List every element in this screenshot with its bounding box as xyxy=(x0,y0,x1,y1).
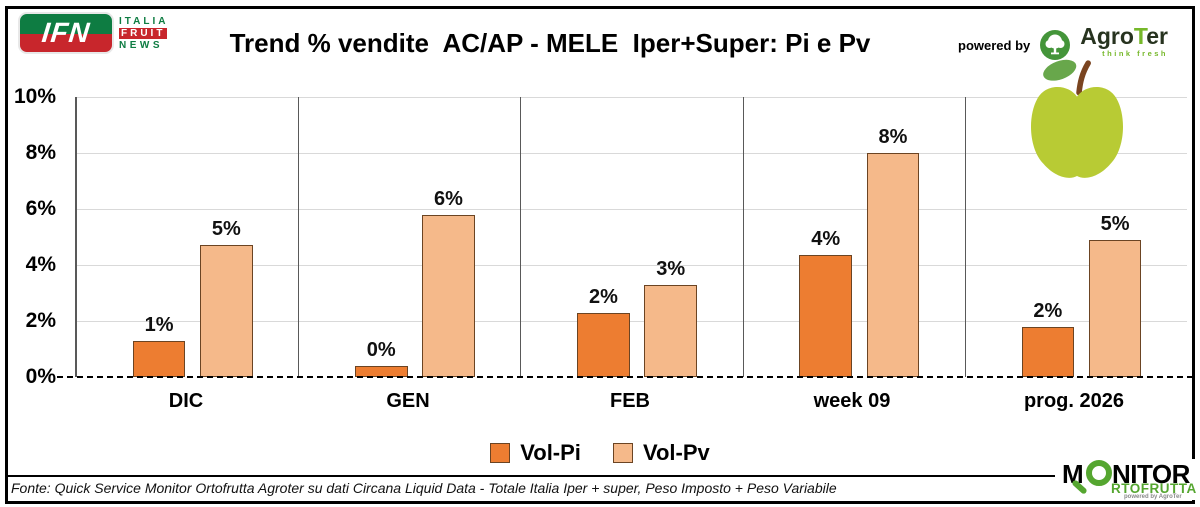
bar-value-label: 5% xyxy=(211,218,241,241)
chart-panel-feb: 2% 3% xyxy=(521,97,744,377)
category-panels: 1% 5% 0% 6% 2% 3% 4% 8% 2% 5% xyxy=(77,97,1187,377)
y-tick-label: 6% xyxy=(25,197,56,220)
bar-vol-pv-3: 8% xyxy=(866,126,920,377)
gridline xyxy=(77,153,1187,154)
chart-legend: Vol-Pi Vol-Pv xyxy=(0,440,1200,466)
monitor-ortofrutta-logo: M NITOR RTOFRUTTA powered by AgroTer xyxy=(1062,459,1196,500)
ifn-fruit-label: FRUIT xyxy=(119,27,168,39)
bar-value-label: 5% xyxy=(1100,212,1130,235)
apple-body xyxy=(1030,87,1124,178)
gridline xyxy=(77,321,1187,322)
bar-vol-pv-2: 3% xyxy=(644,258,698,377)
bar-vol-pi-2: 2% xyxy=(577,286,630,377)
bar-value-label: 1% xyxy=(144,313,174,336)
ifn-italia-label: ITALIA xyxy=(119,15,169,27)
bar-vol-pv-4: 5% xyxy=(1088,213,1142,377)
chart-title: Trend % vendite AC/AP - MELE Iper+Super:… xyxy=(229,28,871,58)
agroter-name: AgroTer xyxy=(1080,23,1169,49)
y-tick-label: 10% xyxy=(13,85,56,108)
legend-swatch xyxy=(490,443,511,463)
chart-panel-dic: 1% 5% xyxy=(77,97,300,377)
legend-item-vol-pi: Vol-Pi xyxy=(490,440,581,466)
agroter-wordmark: AgroTer think fresh xyxy=(1080,23,1169,64)
gridline xyxy=(77,97,1187,98)
legend-label: Vol-Pi xyxy=(520,440,581,465)
agroter-name-part2: T xyxy=(1133,23,1147,49)
ifn-wordmark: ITALIA FRUIT NEWS xyxy=(119,16,168,51)
powered-by-block: powered by AgroTer think fresh xyxy=(958,23,1169,64)
x-axis-label: week 09 xyxy=(813,390,891,412)
ifn-logo: IFN ITALIA FRUIT NEWS xyxy=(18,12,168,54)
bar-value-label: 0% xyxy=(366,338,396,361)
x-axis-label: prog. 2026 xyxy=(1023,390,1125,412)
y-tick-label: 0% xyxy=(25,365,56,388)
agroter-tree-icon xyxy=(1040,30,1071,60)
zero-baseline xyxy=(57,376,1193,378)
bar-vol-pi-0: 1% xyxy=(132,314,186,377)
apple-stem xyxy=(1076,60,1091,96)
bar-vol-pi-3: 4% xyxy=(799,228,852,377)
bar-value-label: 4% xyxy=(811,228,841,251)
x-axis-label: GEN xyxy=(386,390,430,412)
bar-vol-pv-0: 5% xyxy=(199,218,253,377)
x-axis-labels: DIC GEN FEB week 09 prog. 2026 xyxy=(75,390,1185,413)
chart-panel-week-09: 4% 8% xyxy=(744,97,966,377)
bar-value-label: 2% xyxy=(589,285,618,308)
gridline xyxy=(77,209,1187,210)
bar-value-label: 6% xyxy=(434,187,463,210)
bar-value-label: 3% xyxy=(656,257,686,280)
agroter-name-part1: Agro xyxy=(1080,23,1134,49)
slide-border xyxy=(5,6,1195,504)
gridline xyxy=(77,265,1187,266)
bar-value-label: 2% xyxy=(1033,299,1063,322)
agroter-tagline: think fresh xyxy=(1102,49,1169,58)
magnifier-lens-icon xyxy=(1086,460,1112,486)
chart-panel-gen: 0% 6% xyxy=(299,97,522,377)
ifn-acronym: IFN xyxy=(40,17,92,48)
monitor-text-nitor: NITOR xyxy=(1112,459,1190,489)
y-tick-label: 2% xyxy=(25,309,56,332)
y-axis: 0% 2% 4% 6% 8% 10% xyxy=(0,85,62,388)
chart-panel-prog-2026: 2% 5% xyxy=(966,97,1187,377)
x-axis-label: FEB xyxy=(610,390,650,412)
legend-swatch xyxy=(612,443,633,463)
bar-vol-pi-4: 2% xyxy=(1021,300,1075,377)
monitor-powered-by: powered by AgroTer xyxy=(1124,494,1182,500)
powered-by-label: powered by xyxy=(958,37,1031,53)
y-tick-label: 8% xyxy=(25,141,56,164)
bar-value-label: 8% xyxy=(878,126,908,148)
green-apple-icon xyxy=(1030,59,1124,178)
source-note: Fonte: Quick Service Monitor Ortofrutta … xyxy=(11,480,837,496)
y-tick-label: 4% xyxy=(25,253,56,276)
x-axis-label: DIC xyxy=(168,390,204,412)
plot-area: 1% 5% 0% 6% 2% 3% 4% 8% 2% 5% xyxy=(57,97,1193,378)
ifn-news-label: NEWS xyxy=(119,39,163,51)
ifn-badge-icon: IFN xyxy=(18,12,114,54)
monitor-text-rtofrutta: RTOFRUTTA xyxy=(1111,481,1197,496)
apple-leaf xyxy=(1043,59,1077,81)
legend-label: Vol-Pv xyxy=(642,440,710,465)
bar-vol-pv-1: 6% xyxy=(422,188,475,377)
footer-divider xyxy=(5,475,1055,477)
legend-item-vol-pv: Vol-Pv xyxy=(612,440,710,466)
agroter-name-part3: er xyxy=(1146,23,1169,49)
